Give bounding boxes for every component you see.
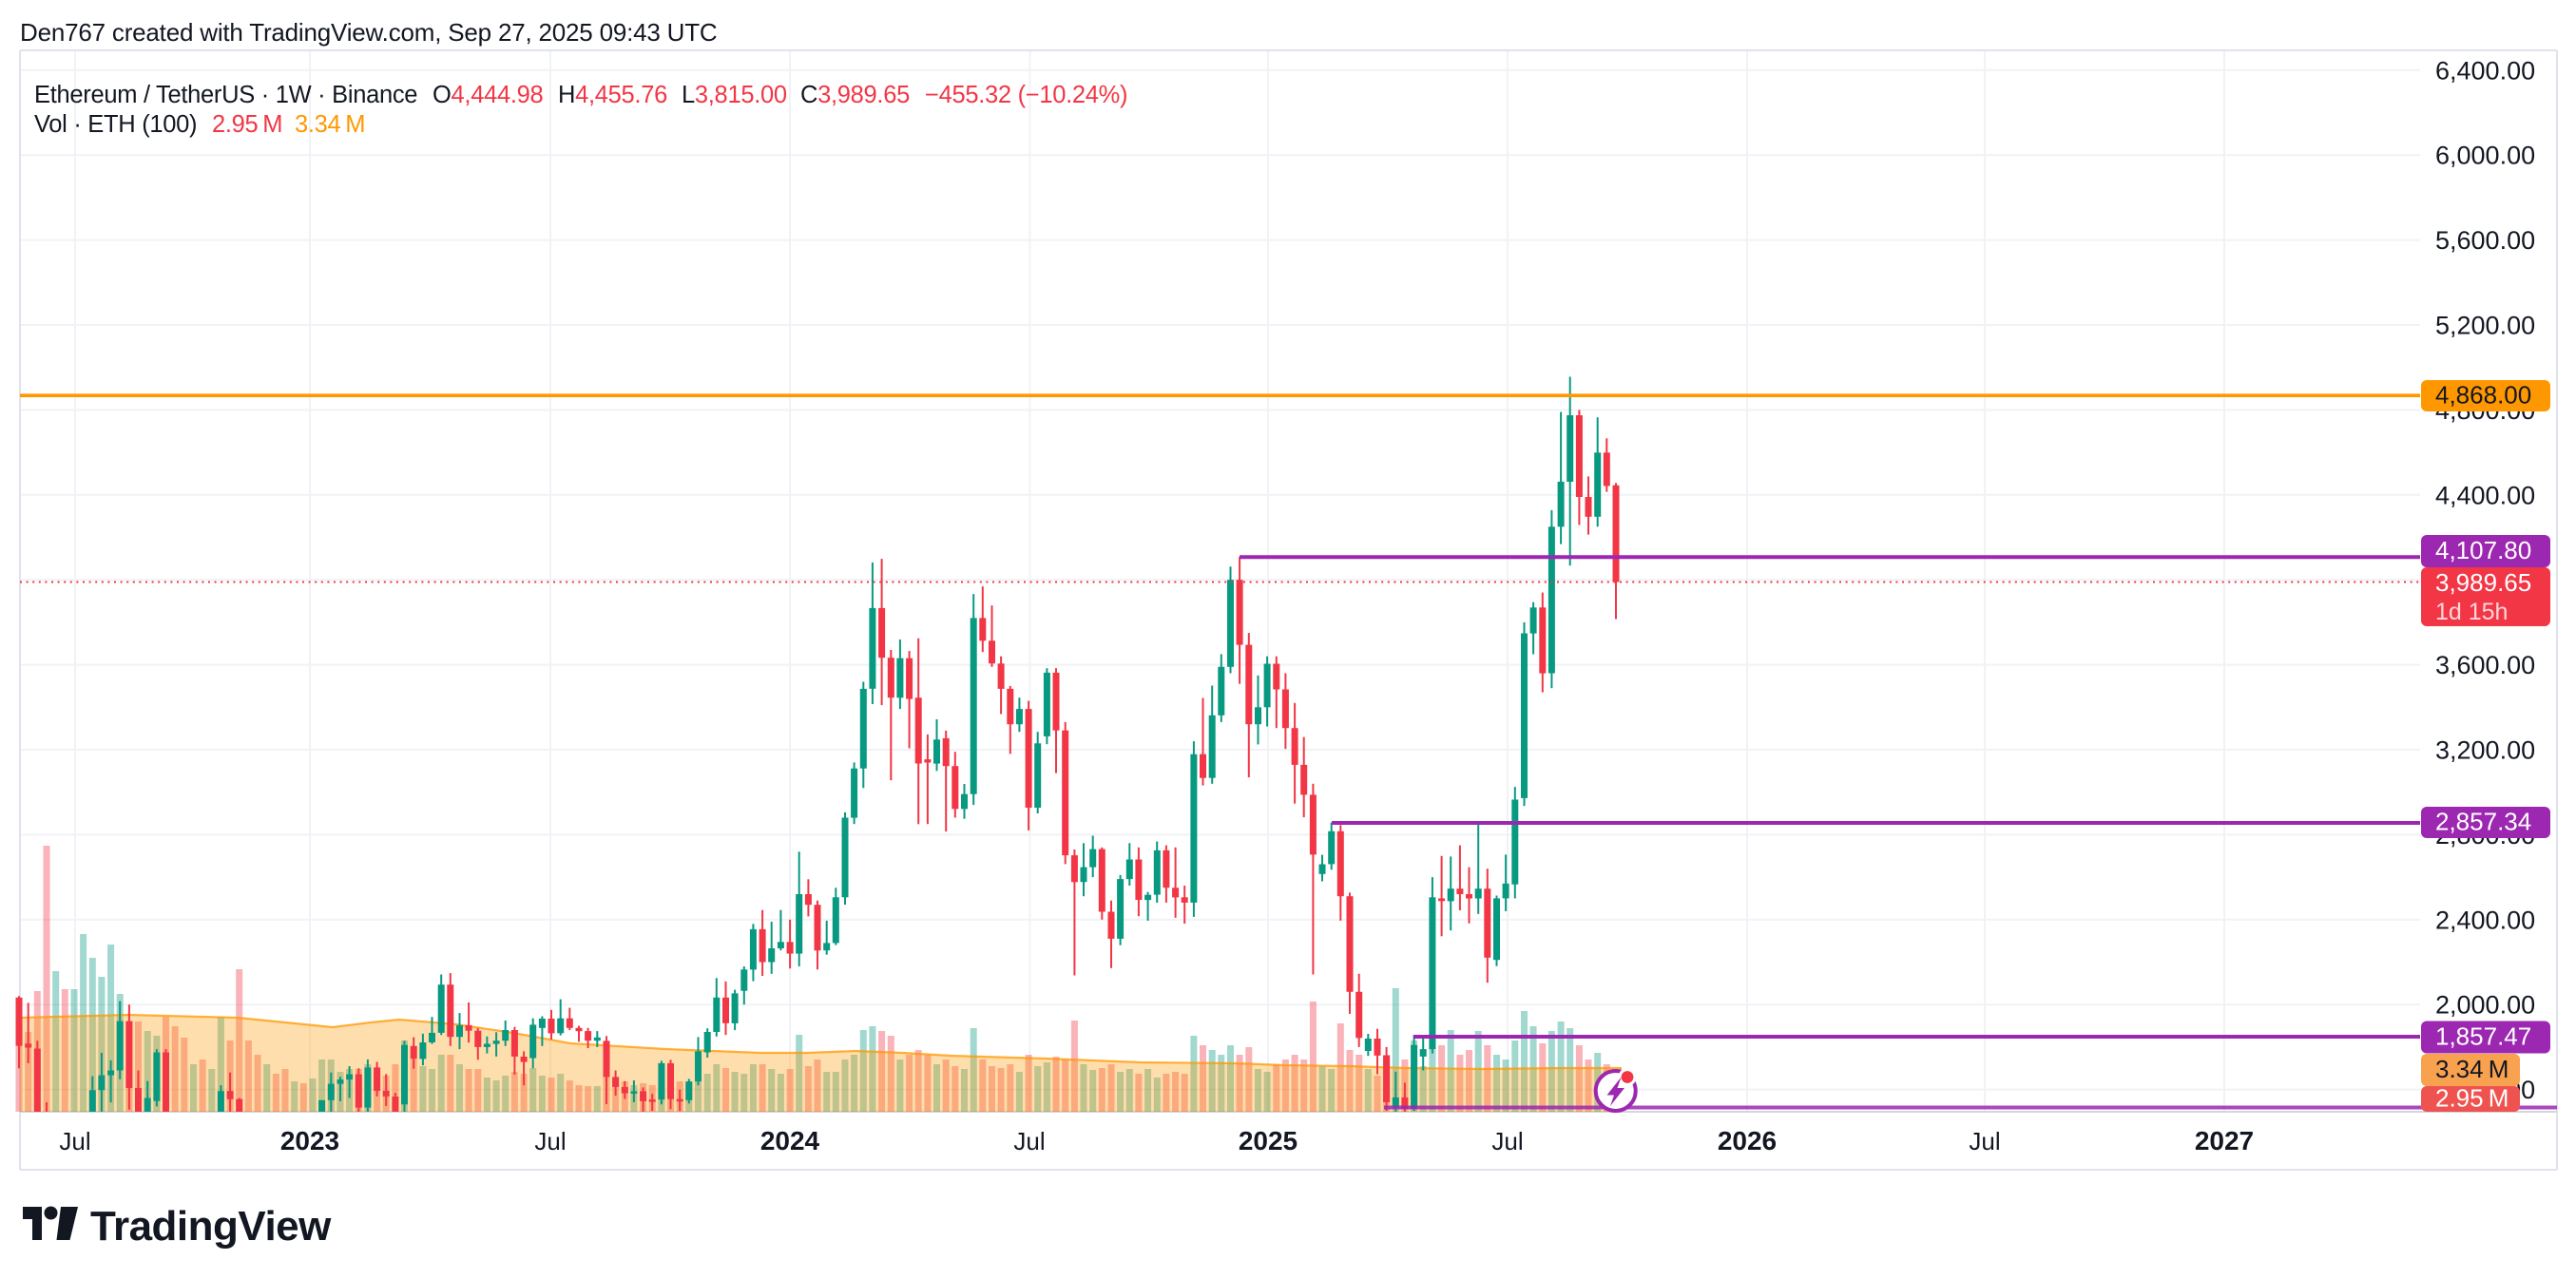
svg-text:6,000.00: 6,000.00 <box>2435 142 2535 170</box>
svg-text:Jul: Jul <box>1491 1127 1523 1155</box>
svg-text:4,868.00: 4,868.00 <box>2435 381 2531 410</box>
svg-text:2027: 2027 <box>2195 1126 2254 1155</box>
svg-text:1d 15h: 1d 15h <box>2435 599 2508 625</box>
svg-text:2,857.34: 2,857.34 <box>2435 808 2531 836</box>
svg-text:2026: 2026 <box>1718 1126 1777 1155</box>
svg-text:2.95 M: 2.95 M <box>2435 1084 2509 1113</box>
svg-text:Jul: Jul <box>1969 1127 2000 1155</box>
svg-text:3,600.00: 3,600.00 <box>2435 651 2535 679</box>
svg-text:Den767 created with TradingVie: Den767 created with TradingView.com, Sep… <box>20 18 718 47</box>
svg-text:2024: 2024 <box>760 1126 820 1155</box>
svg-text:2,400.00: 2,400.00 <box>2435 906 2535 934</box>
svg-text:6,400.00: 6,400.00 <box>2435 56 2535 85</box>
svg-text:3,989.65: 3,989.65 <box>2435 568 2531 597</box>
svg-text:5,600.00: 5,600.00 <box>2435 226 2535 255</box>
svg-text:3,200.00: 3,200.00 <box>2435 736 2535 765</box>
svg-text:5,200.00: 5,200.00 <box>2435 312 2535 340</box>
svg-text:3.34 M: 3.34 M <box>2435 1055 2509 1083</box>
svg-text:2023: 2023 <box>280 1126 339 1155</box>
svg-text:2,000.00: 2,000.00 <box>2435 991 2535 1020</box>
svg-text:4,107.80: 4,107.80 <box>2435 536 2531 564</box>
svg-text:Jul: Jul <box>1013 1127 1045 1155</box>
svg-text:Ethereum / TetherUS · 1W · Bin: Ethereum / TetherUS · 1W · Binance O4,444… <box>34 82 1127 108</box>
svg-text:Jul: Jul <box>59 1127 90 1155</box>
svg-text:1,857.47: 1,857.47 <box>2435 1022 2531 1051</box>
svg-text:4,400.00: 4,400.00 <box>2435 481 2535 509</box>
svg-text:Jul: Jul <box>534 1127 566 1155</box>
svg-text:TradingView: TradingView <box>90 1203 332 1250</box>
svg-text:2025: 2025 <box>1239 1126 1298 1155</box>
